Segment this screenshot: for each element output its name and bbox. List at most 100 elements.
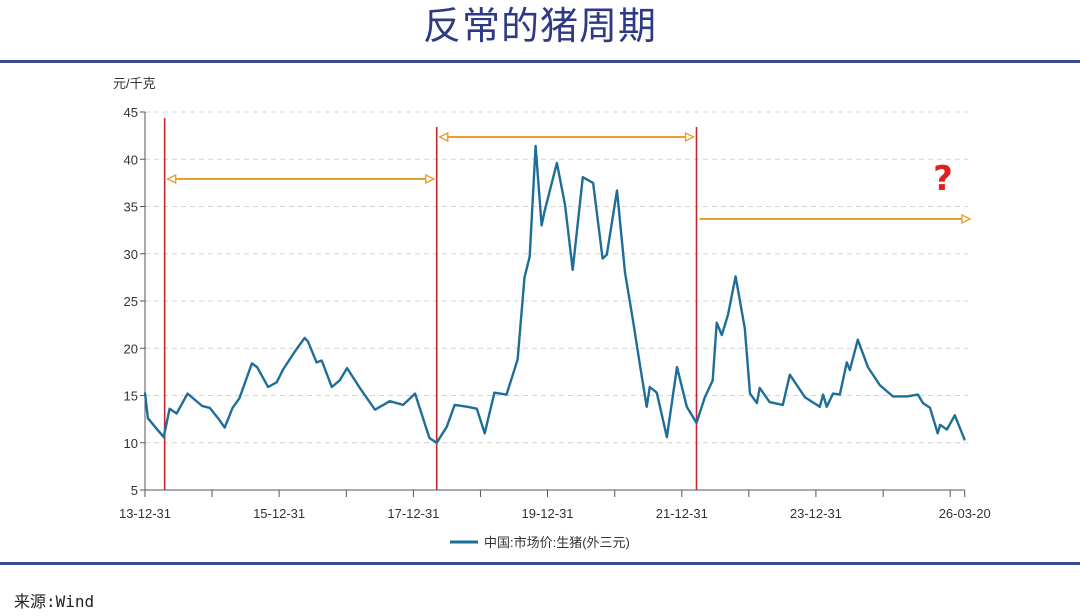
legend: 中国:市场价:生猪(外三元) [450, 535, 630, 550]
data-point [358, 387, 361, 389]
data-point [804, 396, 806, 399]
data-point [917, 393, 919, 396]
data-point [346, 367, 348, 369]
data-point [715, 321, 718, 324]
data-point [331, 386, 333, 388]
y-tick-label: 35 [124, 200, 138, 215]
data-point [711, 379, 714, 382]
data-point [936, 432, 939, 435]
x-tick-label: 21-12-31 [656, 506, 708, 521]
data-point [922, 402, 924, 404]
data-point [656, 391, 658, 394]
data-point [929, 406, 931, 409]
data-point [275, 381, 278, 384]
data-point [374, 408, 376, 411]
data-point [251, 362, 253, 365]
data-point [782, 404, 784, 406]
arrow-head [166, 173, 177, 185]
y-axis-unit-label: 元/千克 [113, 76, 156, 91]
y-tick-label: 45 [124, 105, 138, 120]
data-point [744, 327, 746, 330]
data-point [338, 379, 341, 382]
data-point [632, 319, 634, 321]
data-point [892, 395, 894, 398]
data-point [963, 439, 966, 441]
data-point [223, 426, 226, 429]
data-point [845, 361, 848, 364]
data-point [483, 432, 486, 435]
series-line [143, 144, 966, 444]
data-point [645, 406, 648, 408]
source-note: 来源:Wind [14, 592, 95, 611]
data-point [516, 358, 519, 361]
data-point [144, 391, 146, 394]
data-point [493, 391, 496, 394]
data-point [505, 393, 508, 396]
x-tick-label: 23-12-31 [790, 506, 842, 521]
data-point [175, 412, 178, 415]
y-tick-label: 15 [124, 389, 138, 404]
data-point [721, 334, 723, 336]
data-point [756, 402, 758, 404]
data-point [571, 269, 574, 271]
data-point [543, 209, 546, 212]
y-tick-label: 25 [124, 294, 138, 309]
data-point [475, 407, 478, 410]
page-title: 反常的猪周期 [422, 4, 657, 48]
arrow-head [425, 173, 436, 185]
data-point [676, 366, 678, 368]
data-point [879, 384, 881, 386]
arrow-head [438, 131, 449, 143]
data-point [666, 436, 668, 438]
x-tick-label: 26-03-20 [939, 506, 991, 521]
data-point [453, 404, 456, 406]
data-point [789, 373, 791, 376]
data-point [281, 369, 284, 371]
data-point [162, 436, 165, 438]
data-point [822, 393, 824, 396]
data-point [832, 392, 834, 395]
legend-label: 中国:市场价:生猪(外三元) [484, 535, 630, 550]
data-point [758, 387, 761, 389]
data-point [414, 392, 416, 395]
y-tick-label: 20 [124, 341, 138, 356]
data-point [388, 400, 391, 402]
data-point [727, 314, 729, 316]
data-point [906, 395, 908, 398]
data-point [231, 406, 234, 409]
x-tick-label: 15-12-31 [253, 506, 305, 521]
data-point [293, 351, 296, 353]
data-point [768, 401, 771, 403]
data-point [581, 176, 584, 179]
data-point [616, 189, 618, 192]
data-point [638, 362, 641, 365]
data-point [649, 386, 651, 388]
data-point [201, 405, 203, 407]
data-point [606, 253, 608, 256]
data-point [303, 337, 306, 339]
data-point [695, 422, 698, 424]
data-point [856, 338, 859, 341]
data-point [534, 145, 537, 147]
x-tick-label: 19-12-31 [521, 506, 573, 521]
question-mark-annotation: ? [933, 159, 953, 199]
arrow-head [961, 213, 972, 225]
y-tick-label: 10 [124, 436, 138, 451]
data-point [523, 276, 526, 279]
data-point [703, 396, 706, 399]
data-point [849, 369, 851, 371]
y-tick-label: 40 [124, 152, 138, 167]
data-point [624, 271, 626, 274]
data-point [946, 428, 948, 431]
data-point [466, 406, 469, 408]
y-tick-label: 30 [124, 247, 138, 262]
data-point [154, 425, 156, 428]
data-point [168, 407, 171, 410]
footer-divider [0, 562, 1080, 565]
data-point [734, 275, 737, 278]
data-point [428, 437, 431, 439]
data-point [749, 392, 751, 395]
data-point [238, 397, 241, 400]
x-tick-label: 13-12-31 [119, 506, 171, 521]
